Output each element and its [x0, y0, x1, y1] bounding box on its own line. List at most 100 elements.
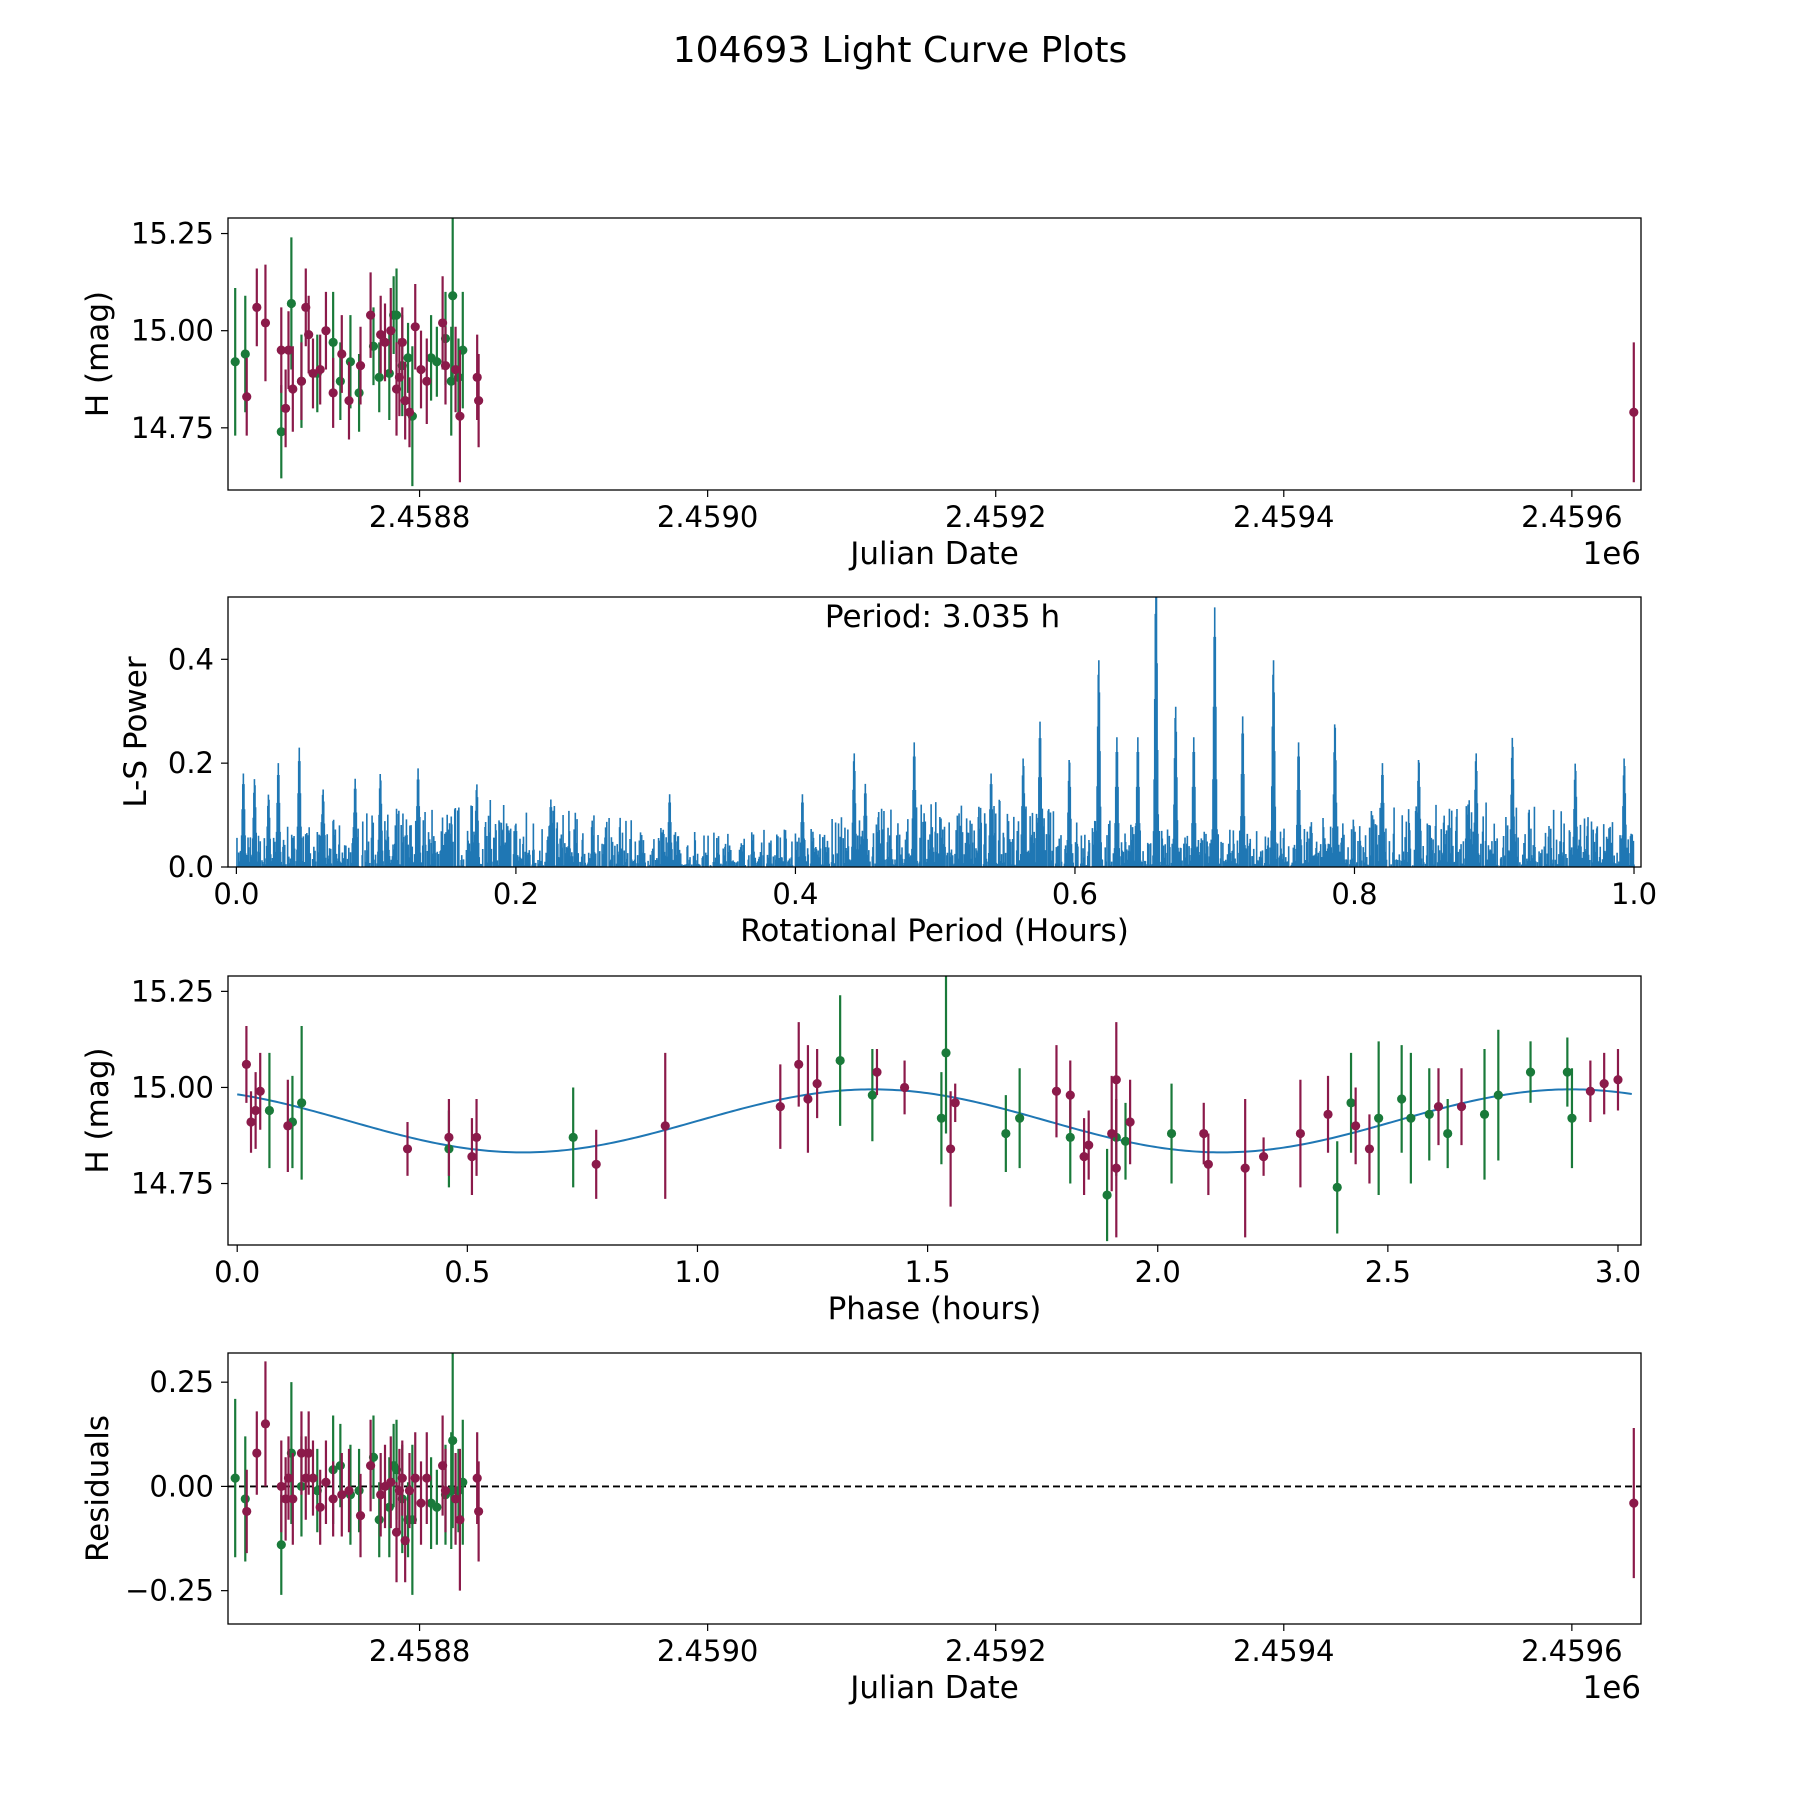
data-point — [283, 1121, 293, 1131]
y-axis-label: L-S Power — [118, 656, 154, 807]
data-point — [474, 1506, 484, 1517]
data-point — [899, 1082, 910, 1093]
y-tick-label: 15.00 — [131, 1070, 214, 1104]
data-point — [946, 1144, 956, 1154]
data-point — [1599, 1079, 1609, 1089]
data-point — [867, 1090, 877, 1100]
data-point — [283, 1473, 294, 1483]
data-point — [400, 1536, 410, 1546]
data-point — [936, 1113, 947, 1123]
data-point — [472, 372, 482, 382]
data-point — [335, 376, 345, 386]
data-point — [328, 1494, 338, 1504]
data-point — [472, 1473, 482, 1483]
data-point — [1323, 1109, 1333, 1119]
data-point — [1456, 1102, 1467, 1112]
y-tick-label: 0.2 — [168, 746, 214, 780]
x-tick-label: 2.4590 — [657, 1634, 758, 1668]
axes-frame — [227, 1352, 1642, 1625]
data-point — [440, 361, 451, 371]
data-point — [380, 337, 390, 347]
data-point — [440, 1485, 451, 1496]
data-point — [321, 1477, 331, 1487]
x-tick-label: 0.4 — [772, 877, 818, 911]
y-tick-label: 0.4 — [168, 642, 214, 676]
data-point — [402, 1144, 413, 1154]
data-point — [404, 407, 415, 417]
data-point — [448, 291, 458, 301]
model-curve — [237, 1088, 1632, 1154]
data-point — [835, 1055, 845, 1066]
data-point — [794, 1059, 804, 1069]
data-point — [1397, 1094, 1407, 1104]
x-tick-label: 2.4596 — [1521, 1634, 1622, 1668]
data-point — [568, 1132, 578, 1142]
x-tick-label: 2.4594 — [1233, 1634, 1334, 1668]
data-point — [775, 1102, 785, 1112]
data-point — [1065, 1132, 1075, 1142]
data-point — [242, 1506, 252, 1517]
data-point — [1424, 1109, 1434, 1119]
x-tick-label: 1.5 — [905, 1255, 951, 1289]
data-point — [374, 372, 384, 382]
data-point — [416, 364, 426, 375]
data-point — [240, 349, 250, 359]
x-axis-label: Julian Date — [848, 1670, 1019, 1706]
series-o — [241, 1022, 1623, 1238]
data-point — [391, 310, 402, 320]
data-point — [230, 1473, 240, 1483]
data-point — [446, 376, 456, 386]
y-tick-label: 14.75 — [131, 411, 214, 445]
data-point — [397, 337, 407, 347]
data-point — [1364, 1144, 1375, 1154]
data-point — [335, 1460, 345, 1471]
data-point — [422, 1473, 432, 1483]
phased-plot-area — [237, 976, 1632, 1242]
data-point — [283, 345, 294, 355]
data-point — [344, 396, 354, 406]
data-point — [230, 357, 240, 367]
data-point — [376, 1490, 386, 1500]
data-point — [252, 302, 262, 312]
data-point — [1525, 1067, 1536, 1077]
data-point — [386, 326, 396, 336]
data-point — [321, 326, 331, 336]
data-point — [471, 1132, 482, 1142]
data-point — [276, 427, 286, 437]
data-point — [384, 368, 394, 379]
axes-frame — [227, 217, 1642, 491]
x-axis-label: Julian Date — [848, 536, 1019, 572]
data-point — [455, 411, 465, 421]
data-point — [286, 298, 296, 309]
data-point — [591, 1159, 601, 1169]
data-point — [246, 1117, 256, 1127]
data-point — [365, 310, 376, 320]
series-g — [264, 976, 1577, 1242]
x-tick-label: 2.5 — [1365, 1255, 1411, 1289]
y-axis-label: H (mag) — [80, 291, 116, 417]
data-point — [345, 357, 356, 367]
data-point — [308, 1473, 318, 1483]
data-point — [252, 1448, 262, 1458]
data-point — [308, 368, 318, 379]
data-point — [344, 1485, 354, 1496]
x-tick-label: 2.4588 — [369, 500, 470, 534]
data-point — [1065, 1090, 1075, 1100]
data-point — [1079, 1152, 1089, 1162]
data-point — [397, 1473, 407, 1483]
x-tick-label: 2.4594 — [1233, 500, 1334, 534]
data-point — [355, 361, 366, 371]
data-point — [950, 1098, 960, 1108]
data-point — [1443, 1128, 1453, 1139]
data-point — [354, 1485, 364, 1496]
data-point — [438, 318, 448, 328]
x-tick-label: 0.5 — [444, 1255, 490, 1289]
periodogram-line — [236, 597, 1635, 867]
data-point — [1351, 1121, 1361, 1131]
data-point — [328, 388, 338, 398]
data-point — [297, 1098, 307, 1108]
data-point — [410, 322, 420, 332]
data-point — [1374, 1113, 1384, 1123]
residuals-panel: 2.4588 2.4590 2.4592 2.4594 2.4596 −0.25 0.00 0… — [80, 1352, 1642, 1706]
